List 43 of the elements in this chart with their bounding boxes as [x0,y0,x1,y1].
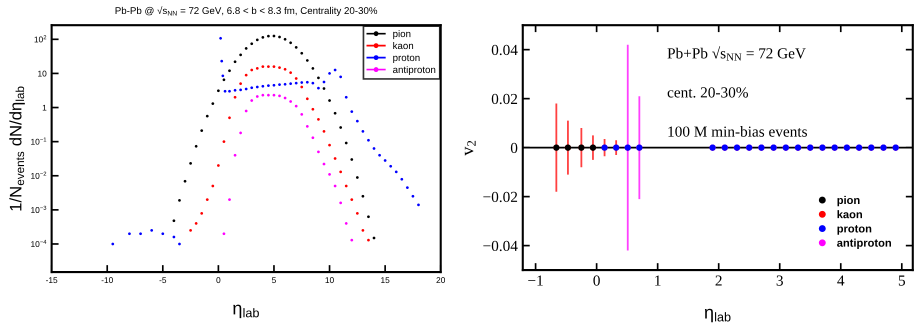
chart-title: Pb-Pb @ √s$_{NN}$ = 72 GeV, 6.8 < b < 8.3 fm, Centrality 20-30% [116,6,378,16]
legend-label: pion [393,30,410,40]
x-tick-label: 0 [593,275,600,286]
y-tick-label: 10$^{2}$ [34,35,46,42]
x-tick-label: 20 [436,277,446,284]
x-tick-label: −1 [528,275,543,286]
y-tick-label: 0.02 [492,94,518,104]
x-tick-label: -10 [102,277,113,284]
y-axis-title: 1/N$_{events}$ dN/dη$_{lab}$ [9,86,25,211]
x-tick-label: 10 [326,277,334,284]
legend-label: antiproton [837,238,891,249]
annotation: 100 M min-bias events [668,126,807,137]
legend-label: proton [393,54,420,64]
legend-label: kaon [393,42,414,50]
x-tick-label: -15 [46,277,58,284]
y-tick-label: 10 [38,70,46,77]
y-tick-label: 10$^{−4}$ [31,240,46,248]
legend-label: kaon [838,210,862,218]
legend-label: antiproton [393,66,436,76]
x-tick-label: 5 [898,276,906,286]
x-tick-label: 0 [216,277,220,284]
x-tick-label: 1 [655,275,661,286]
y-tick-label: 0.04 [492,44,518,56]
legend-label: pion [837,196,860,206]
x-tick-label: 3 [776,275,783,286]
y-tick-label: −0.04 [483,240,518,252]
y-tick-label: 10$^{−1}$ [31,137,46,145]
x-tick-label: 5 [272,277,276,284]
y-tick-label: 10$^{−3}$ [31,206,46,213]
x-axis-title: η$_{lab}$ [233,304,259,318]
annotation: Pb+Pb √s$_{NN}$ = 72 GeV [668,46,806,60]
legend-label: proton [837,225,872,235]
y-tick-label: −0.02 [483,192,518,202]
x-axis-title: η$_{lab}$ [704,308,731,322]
y-tick-label: 10$^{−2}$ [31,172,46,179]
x-tick-label: -5 [159,277,166,284]
y-axis-title: v$_{2}$ [464,140,476,156]
annotation: cent. 20-30% [668,87,748,98]
x-tick-label: 15 [381,277,390,284]
y-tick-label: 1 [42,104,46,111]
x-tick-label: 4 [837,276,844,286]
y-tick-label: 0 [510,142,518,154]
x-tick-label: 2 [716,275,722,286]
